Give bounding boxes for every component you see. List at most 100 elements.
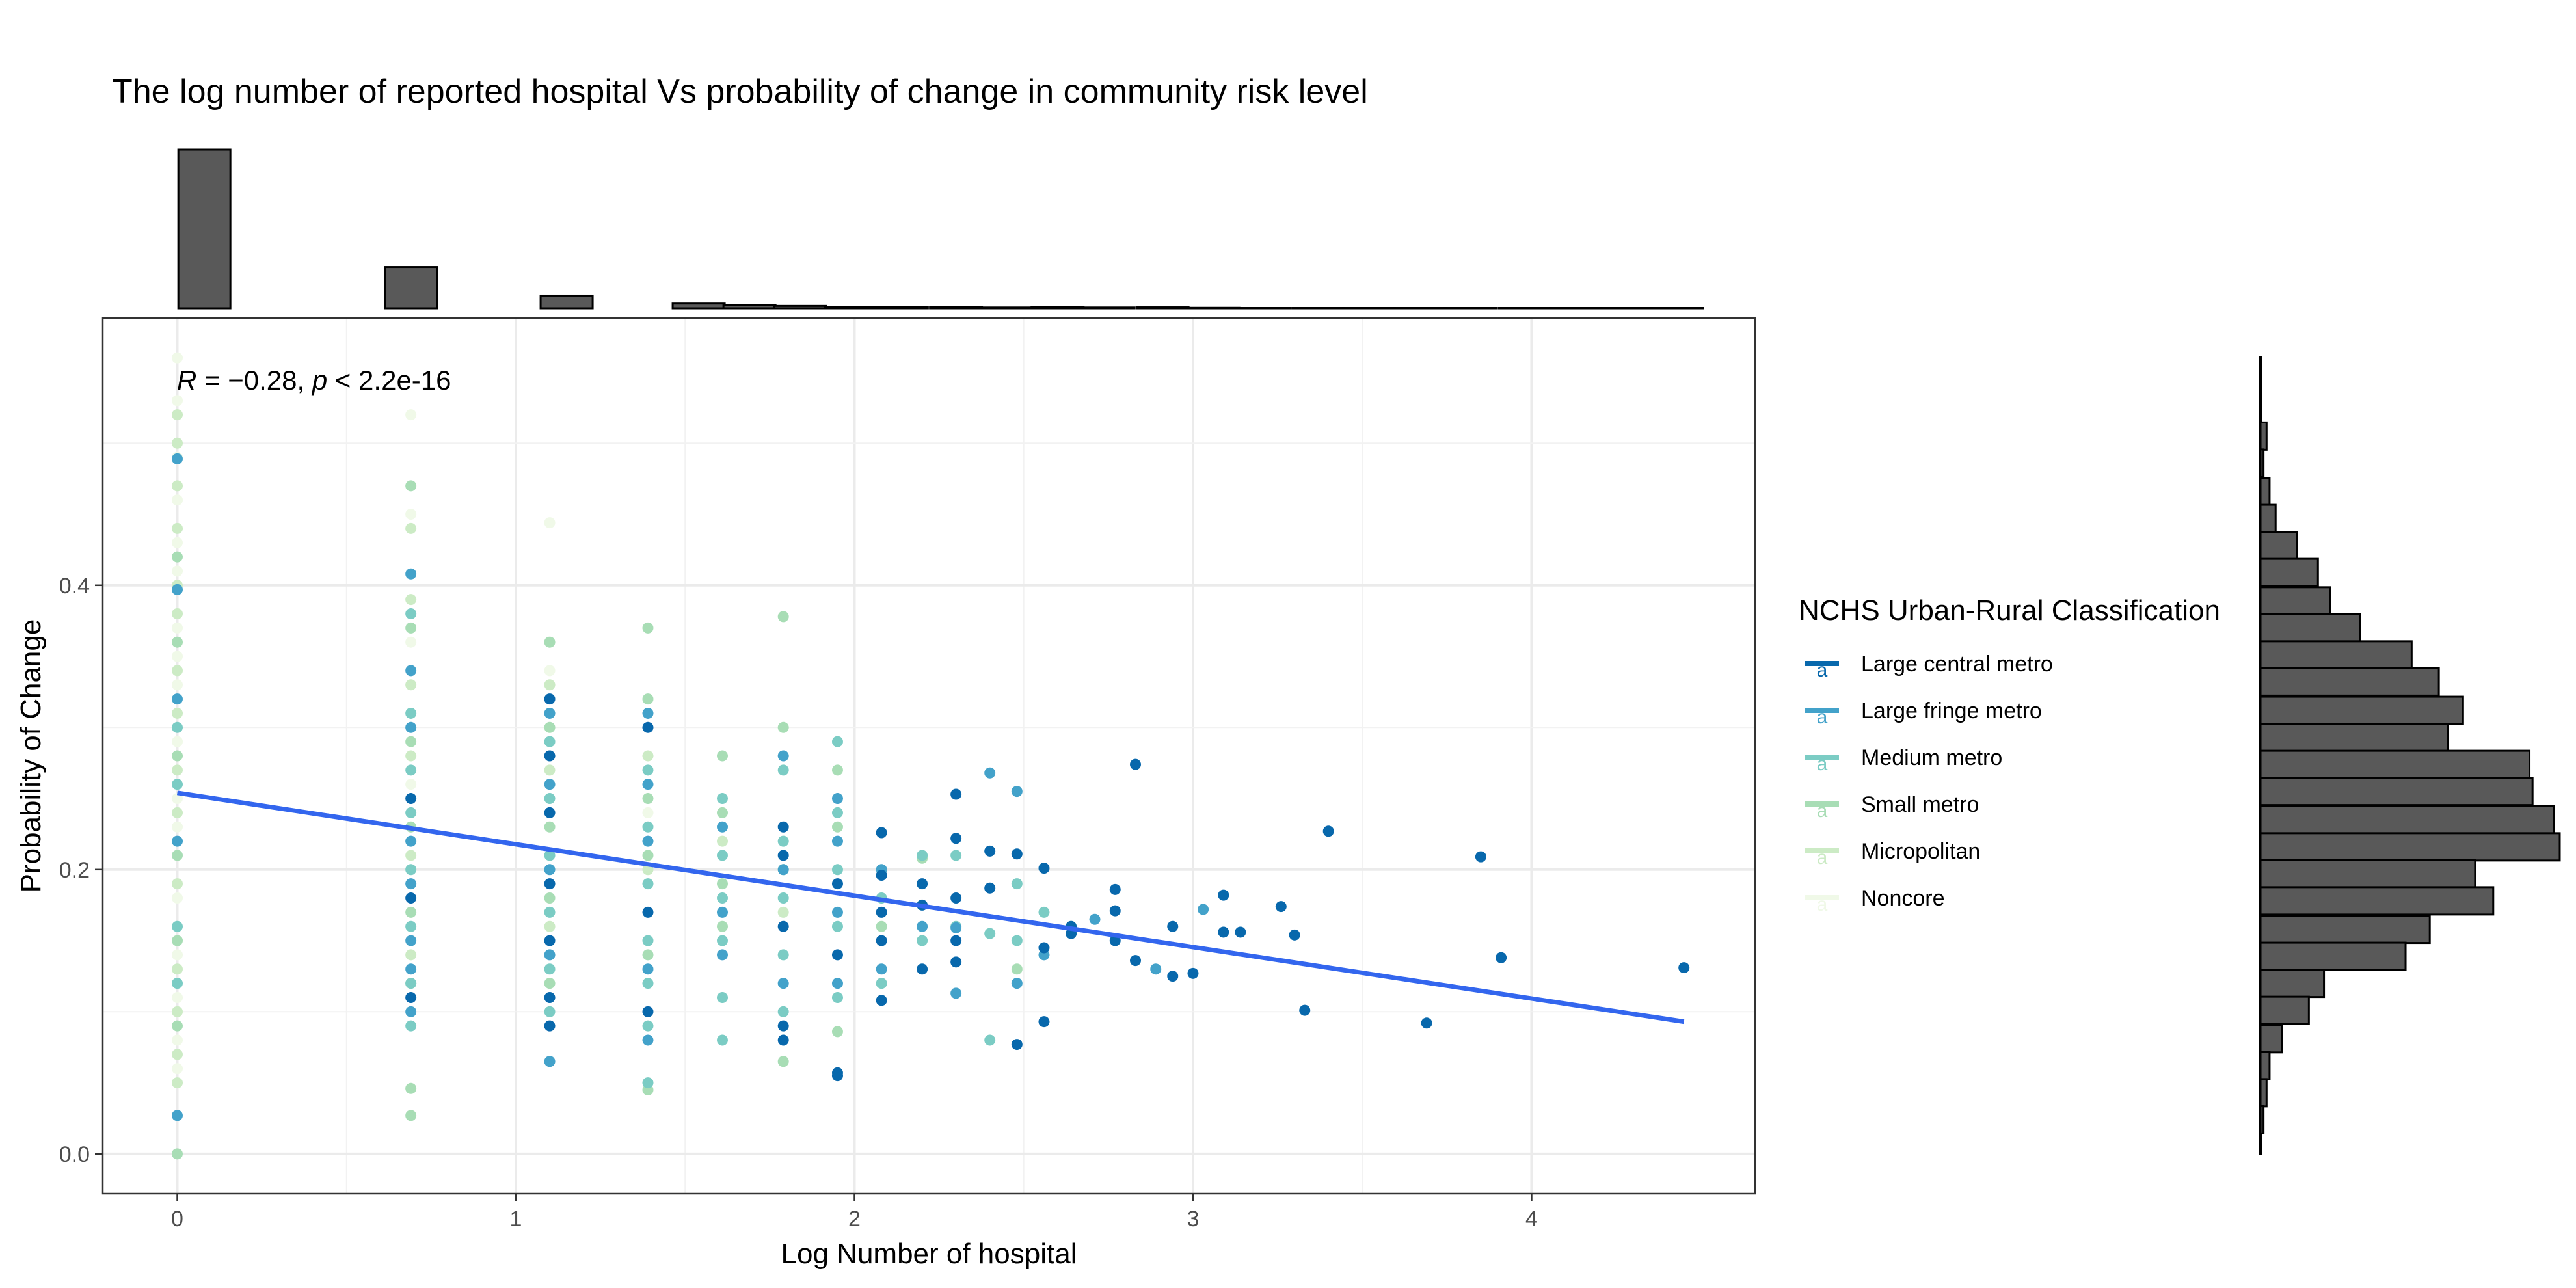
scatter-point: [1011, 848, 1023, 860]
scatter-point: [172, 693, 183, 705]
scatter-point: [405, 949, 417, 961]
right-histogram-bar: [2259, 695, 2464, 725]
scatter-point: [544, 807, 556, 818]
y-tick-label: 0.4: [59, 574, 90, 598]
right-histogram-bar: [2259, 995, 2310, 1025]
x-tick-label: 2: [848, 1207, 861, 1231]
scatter-point: [172, 636, 183, 648]
scatter-point: [1089, 913, 1101, 925]
scatter-point: [950, 987, 962, 999]
scatter-point: [777, 721, 789, 733]
right-histogram-bar: [2259, 557, 2319, 587]
scatter-point: [405, 568, 417, 580]
scatter-point: [405, 707, 417, 719]
scatter-point: [405, 636, 417, 648]
regression-line: [176, 790, 1685, 1025]
scatter-point: [405, 409, 417, 421]
chart-title: The log number of reported hospital Vs p…: [112, 73, 1368, 111]
scatter-point: [642, 1006, 654, 1017]
scatter-point: [642, 1034, 654, 1046]
scatter-point: [984, 1034, 996, 1046]
scatter-point: [1011, 935, 1023, 946]
legend-label: Small metro: [1861, 792, 1979, 817]
scatter-point: [1187, 967, 1199, 979]
scatter-point: [831, 821, 843, 833]
scatter-point: [405, 736, 417, 747]
scatter-point: [917, 920, 928, 932]
scatter-point: [777, 611, 789, 623]
scatter-point: [1011, 1039, 1023, 1051]
x-tick-label: 1: [510, 1207, 522, 1231]
scatter-point: [405, 850, 417, 861]
scatter-point: [172, 522, 183, 534]
scatter-point: [642, 764, 654, 776]
scatter-point: [172, 1148, 183, 1160]
scatter-point: [172, 779, 183, 790]
y-axis-title: Probability of Change: [15, 619, 47, 893]
scatter-point: [642, 850, 654, 861]
correlation-annotation: R = −0.28, p < 2.2e-16: [177, 365, 451, 396]
scatter-point: [405, 906, 417, 918]
scatter-point: [405, 679, 417, 691]
scatter-point: [544, 721, 556, 733]
right-histogram-bar: [2259, 613, 2361, 643]
scatter-point: [544, 978, 556, 989]
right-histogram-bar: [2259, 477, 2271, 507]
scatter-point: [172, 878, 183, 890]
scatter-point: [1275, 901, 1287, 913]
scatter-point: [405, 480, 417, 492]
scatter-point: [544, 1056, 556, 1067]
scatter-point: [717, 835, 728, 847]
scatter-point: [717, 750, 728, 762]
scatter-point: [172, 1034, 183, 1046]
scatter-point: [544, 935, 556, 946]
scatter-point: [642, 721, 654, 733]
top-histogram-bar: [671, 302, 726, 310]
scatter-point: [831, 991, 843, 1003]
scatter-point: [717, 991, 728, 1003]
scatter-point: [950, 788, 962, 800]
scatter-point: [777, 1056, 789, 1067]
scatter-point: [831, 807, 843, 818]
right-histogram-bar: [2259, 969, 2326, 999]
scatter-point: [544, 636, 556, 648]
scatter-point: [1218, 926, 1229, 938]
scatter-point: [950, 922, 962, 933]
scatter-point: [172, 721, 183, 733]
top-histogram-bar: [177, 148, 232, 310]
right-histogram-bar: [2259, 531, 2298, 561]
scatter-point: [405, 522, 417, 534]
scatter-point: [172, 1049, 183, 1060]
scatter-point: [172, 793, 183, 805]
scatter-point: [544, 1020, 556, 1032]
scatter-point: [172, 409, 183, 421]
scatter-point: [405, 793, 417, 805]
scatter-point: [950, 850, 962, 861]
right-histogram-bar: [2259, 941, 2407, 971]
scatter-point: [1109, 905, 1121, 917]
scatter-point: [172, 935, 183, 946]
scatter-point: [1038, 863, 1050, 874]
scatter-point: [544, 878, 556, 890]
scatter-point: [831, 920, 843, 932]
scatter-point: [777, 1006, 789, 1017]
scatter-point: [172, 892, 183, 904]
right-histogram-bar: [2259, 723, 2449, 753]
scatter-point: [917, 878, 928, 890]
scatter-point: [876, 935, 887, 946]
y-tick-label: 0.0: [59, 1142, 90, 1167]
scatter-point: [1150, 963, 1162, 975]
scatter-point: [172, 565, 183, 577]
scatter-point: [405, 807, 417, 818]
top-histogram-bar: [874, 306, 929, 310]
scatter-point: [642, 878, 654, 890]
scatter-point: [544, 864, 556, 876]
scatter-point: [1167, 920, 1179, 932]
scatter-point: [405, 764, 417, 776]
right-histogram-bar: [2259, 421, 2268, 451]
scatter-point: [831, 906, 843, 918]
scatter-point: [917, 963, 928, 975]
scatter-point: [1322, 825, 1334, 837]
scatter-point: [172, 949, 183, 961]
grid-lines: [103, 318, 1755, 1194]
